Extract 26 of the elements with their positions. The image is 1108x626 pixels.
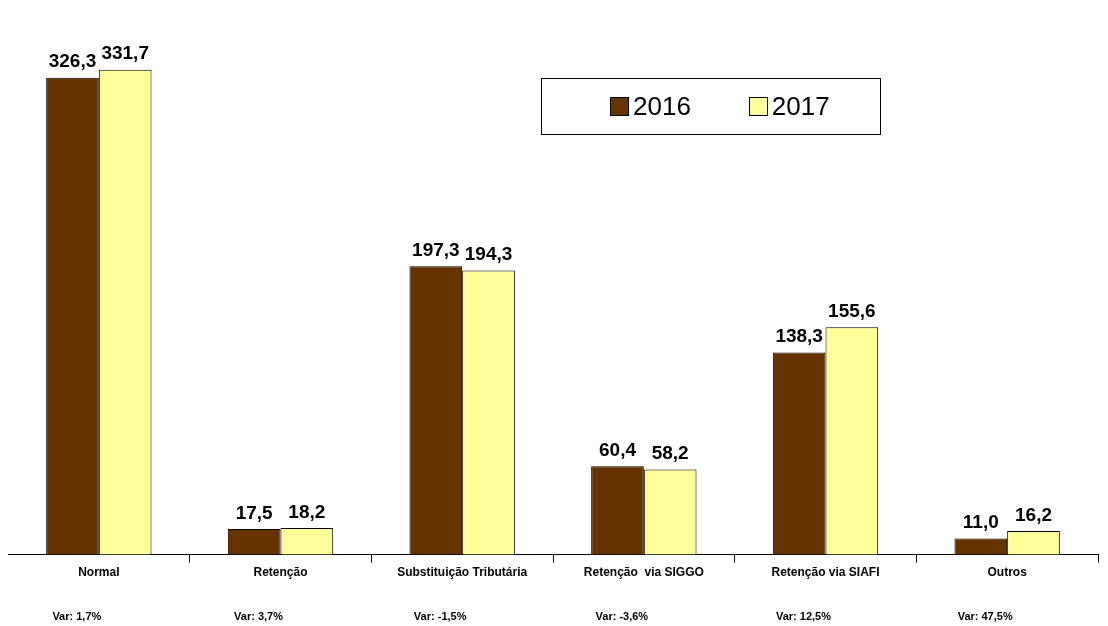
text: Var: 47,5% bbox=[957, 609, 1013, 622]
data-label: 326,3 bbox=[48, 50, 97, 72]
data-label: 58,2 bbox=[651, 442, 689, 464]
x-tick-label: Substituição Tributária bbox=[397, 565, 528, 580]
text: Var: -3,6% bbox=[595, 609, 649, 622]
data-label: 138,3 bbox=[775, 325, 823, 347]
data-label: 18,2 bbox=[288, 500, 326, 522]
legend-label: 2017 bbox=[771, 91, 830, 122]
data-label: 16,2 bbox=[1015, 503, 1052, 525]
x-tick-label: Retenção via SIGGO bbox=[583, 565, 704, 580]
text: Var: 12,5% bbox=[775, 609, 832, 622]
data-label: 60,4 bbox=[599, 439, 637, 461]
data-label: 194,3 bbox=[464, 243, 513, 265]
data-label: 17,5 bbox=[235, 501, 274, 523]
legend-label: 2016 bbox=[633, 91, 691, 122]
data-label: 155,6 bbox=[828, 299, 876, 321]
text: Var: 3,7% bbox=[234, 609, 284, 622]
x-tick-label: Normal bbox=[78, 565, 120, 580]
text: Var: -1,5% bbox=[413, 609, 467, 622]
x-tick-label: Retenção via SIAFI bbox=[771, 565, 880, 580]
text: Var: 1,7% bbox=[52, 609, 102, 622]
x-tick-label: Retenção bbox=[253, 565, 308, 580]
data-label: 197,3 bbox=[412, 238, 460, 260]
data-label: 11,0 bbox=[962, 511, 999, 533]
data-label: 331,7 bbox=[101, 42, 149, 64]
x-tick-label: Outros bbox=[987, 565, 1028, 580]
